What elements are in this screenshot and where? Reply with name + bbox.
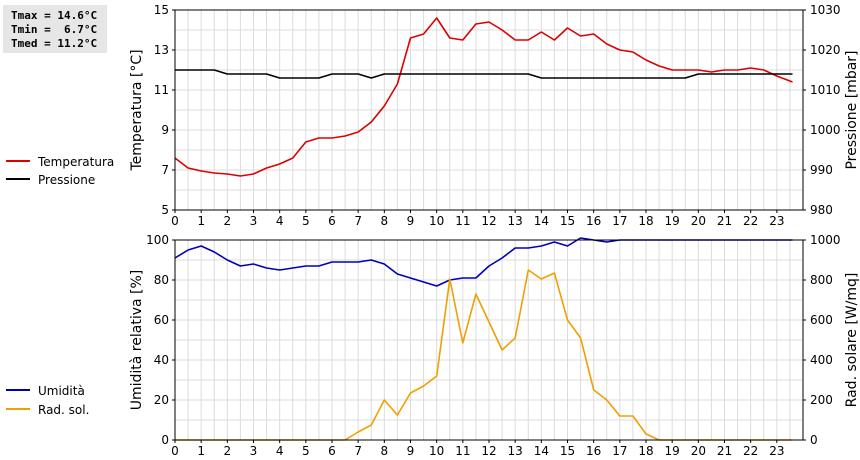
y2-tick-label: 980 [810, 203, 833, 217]
x-tick-label: 10 [429, 444, 444, 458]
series-line-rad-sol [175, 269, 793, 441]
series-lines [174, 237, 793, 441]
y-axis-label-temperature: Temperatura [°C] [129, 49, 145, 171]
y-tick-label: 100 [146, 233, 169, 247]
x-tick-label: 3 [250, 214, 258, 228]
tmed-text: Tmed = 11.2°C [11, 37, 98, 50]
x-tick-label: 11 [455, 444, 470, 458]
y-tick-label: 15 [154, 3, 169, 17]
y-axis-label-humidity: Umidità relativa [%] [129, 270, 145, 411]
y2-tick-label: 0 [810, 433, 818, 447]
y2-tick-label: 1000 [810, 233, 841, 247]
x-tick-label: 0 [171, 214, 179, 228]
y2-tick-label: 600 [810, 313, 833, 327]
tmin-text: Tmin = 6.7°C [11, 23, 98, 36]
legend-top: Temperatura Pressione [6, 155, 114, 187]
x-tick-label: 20 [691, 214, 706, 228]
x-tick-label: 16 [586, 214, 601, 228]
x-tick-label: 6 [328, 444, 336, 458]
x-tick-label: 3 [250, 444, 258, 458]
legend-bottom: Umidità Rad. sol. [6, 384, 89, 417]
x-tick-label: 2 [224, 214, 232, 228]
y2-tick-label: 1020 [810, 43, 841, 57]
y2-tick-label: 990 [810, 163, 833, 177]
y2-axis-label-pressure: Pressione [mbar] [844, 50, 860, 169]
x-tick-label: 21 [717, 214, 732, 228]
x-tick-label: 21 [717, 444, 732, 458]
x-tick-label: 15 [560, 444, 575, 458]
y-tick-label: 80 [154, 273, 169, 287]
y2-tick-label: 1030 [810, 3, 841, 17]
x-tick-label: 5 [302, 444, 310, 458]
x-tick-label: 19 [665, 214, 680, 228]
x-tick-label: 4 [276, 214, 284, 228]
x-tick-label: 9 [407, 444, 415, 458]
y2-tick-label: 400 [810, 353, 833, 367]
y-tick-label: 9 [161, 123, 169, 137]
x-tick-label: 23 [769, 444, 784, 458]
y2-tick-label: 200 [810, 393, 833, 407]
x-tick-label: 7 [354, 214, 362, 228]
tick-labels: 0 1 2 3 4 5 6 7 8 9 10 11 12 13 14 15 16 17 18 19 20 21 22 2357… [154, 3, 841, 228]
y-tick-label: 13 [154, 43, 169, 57]
legend-label-pressure: Pressione [38, 173, 95, 187]
x-tick-label: 22 [743, 214, 758, 228]
x-tick-label: 18 [638, 214, 653, 228]
x-tick-label: 13 [508, 214, 523, 228]
y-tick-label: 60 [154, 313, 169, 327]
legend-label-radiation: Rad. sol. [38, 403, 89, 417]
x-tick-label: 20 [691, 444, 706, 458]
y2-tick-label: 1010 [810, 83, 841, 97]
x-tick-label: 8 [381, 444, 389, 458]
y2-axis-label-radiation: Rad. solare [W/mq] [844, 273, 860, 408]
legend-label-temperature: Temperatura [37, 155, 114, 169]
y-tick-label: 11 [154, 83, 169, 97]
humidity-radiation-panel: 0 1 2 3 4 5 6 7 8 9 10 11 12 13 14 15 16 17 18 19 20 21 22 2302… [129, 233, 860, 458]
x-tick-label: 17 [612, 214, 627, 228]
y-tick-label: 20 [154, 393, 169, 407]
x-tick-label: 23 [769, 214, 784, 228]
y-tick-label: 40 [154, 353, 169, 367]
x-tick-label: 5 [302, 214, 310, 228]
temperature-pressure-panel: 0 1 2 3 4 5 6 7 8 9 10 11 12 13 14 15 16 17 18 19 20 21 22 2357… [129, 3, 860, 228]
tmax-text: Tmax = 14.6°C [11, 9, 98, 22]
grid-lines [175, 240, 803, 440]
x-tick-label: 0 [171, 444, 179, 458]
x-tick-label: 7 [354, 444, 362, 458]
x-tick-label: 12 [481, 444, 496, 458]
x-tick-label: 4 [276, 444, 284, 458]
x-tick-label: 19 [665, 444, 680, 458]
grid-lines [175, 10, 803, 210]
stats-box: Tmax = 14.6°C Tmin = 6.7°C Tmed = 11.2°C [3, 5, 107, 53]
x-tick-label: 16 [586, 444, 601, 458]
series-line-pressione [175, 69, 793, 79]
x-tick-label: 12 [481, 214, 496, 228]
x-tick-label: 6 [328, 214, 336, 228]
y2-tick-label: 1000 [810, 123, 841, 137]
series-line-umidit [174, 237, 793, 287]
x-tick-label: 22 [743, 444, 758, 458]
tick-labels: 0 1 2 3 4 5 6 7 8 9 10 11 12 13 14 15 16 17 18 19 20 21 22 2302… [146, 233, 840, 458]
x-tick-label: 13 [508, 444, 523, 458]
x-tick-label: 1 [197, 444, 205, 458]
x-tick-label: 17 [612, 444, 627, 458]
y-tick-label: 5 [161, 203, 169, 217]
y-tick-label: 0 [161, 433, 169, 447]
series-line-temperatura [174, 17, 793, 177]
x-tick-label: 10 [429, 214, 444, 228]
x-tick-label: 2 [224, 444, 232, 458]
x-tick-label: 15 [560, 214, 575, 228]
series-lines [174, 17, 793, 177]
x-tick-label: 9 [407, 214, 415, 228]
x-tick-label: 8 [381, 214, 389, 228]
x-tick-label: 14 [534, 444, 549, 458]
x-tick-label: 14 [534, 214, 549, 228]
x-tick-label: 18 [638, 444, 653, 458]
x-tick-label: 11 [455, 214, 470, 228]
y-tick-label: 7 [161, 163, 169, 177]
legend-label-humidity: Umidità [38, 384, 85, 398]
x-tick-label: 1 [197, 214, 205, 228]
y2-tick-label: 800 [810, 273, 833, 287]
